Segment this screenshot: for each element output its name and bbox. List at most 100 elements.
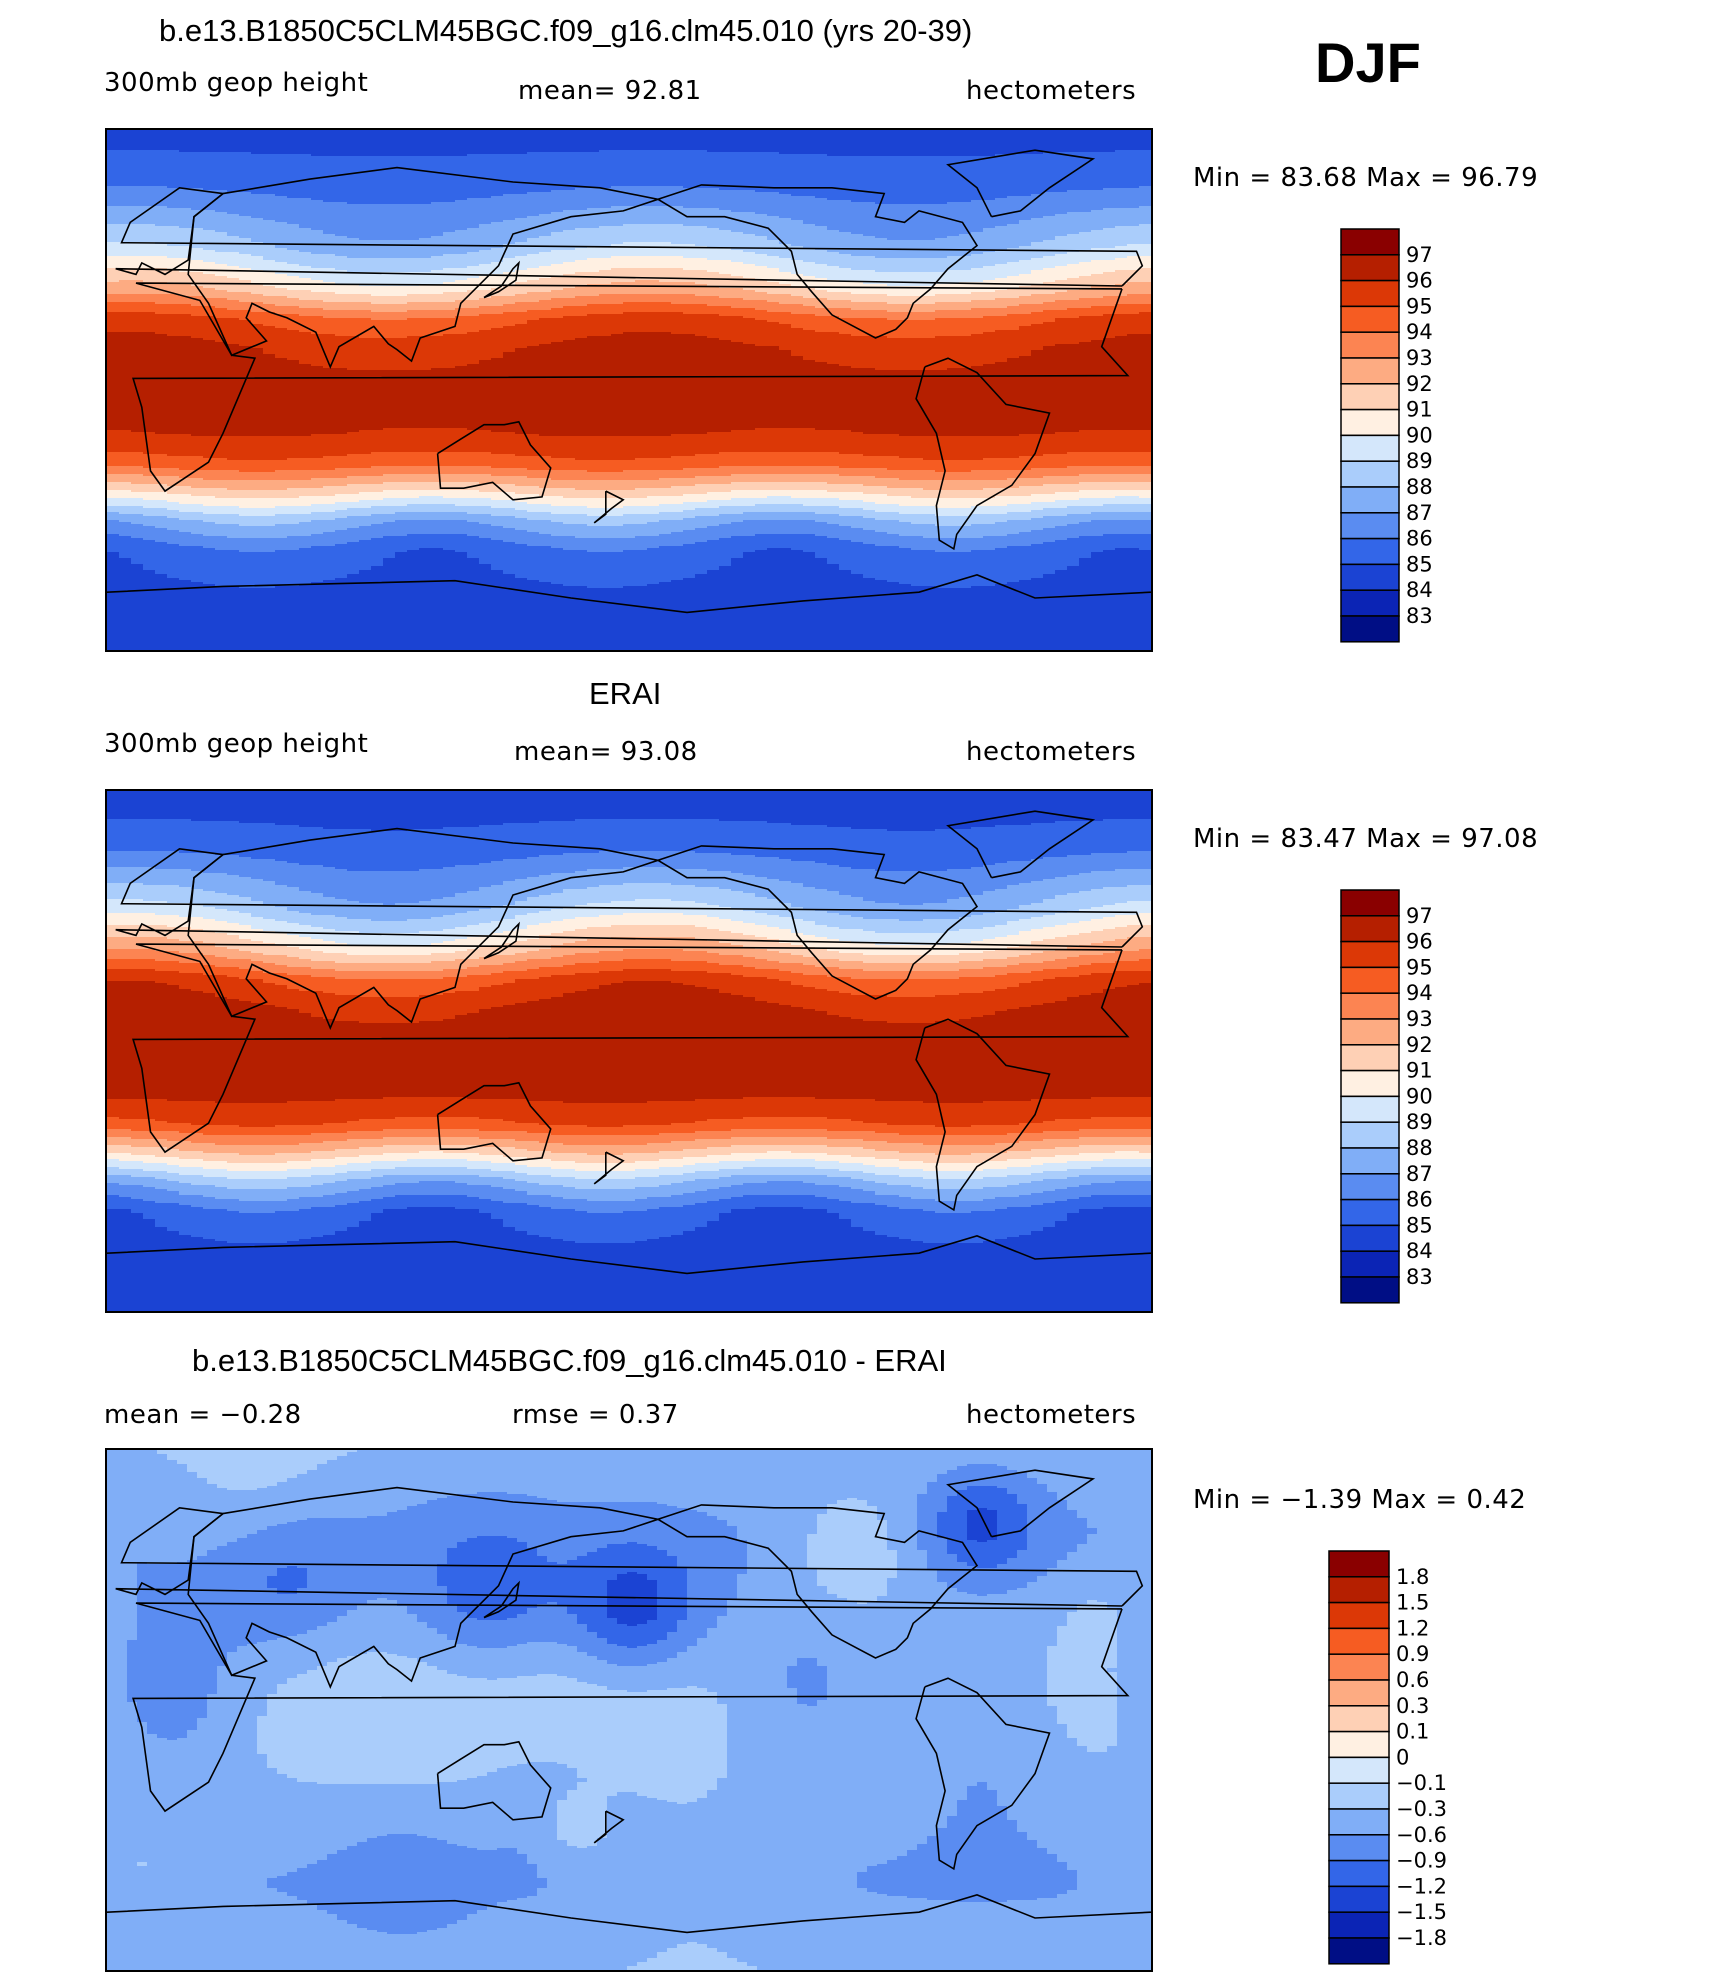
colorbar-swatch bbox=[1341, 1122, 1399, 1148]
colorbar-swatch bbox=[1341, 281, 1399, 307]
colorbar-level-label: 94 bbox=[1406, 320, 1433, 344]
panel-1-units-label: hectometers bbox=[966, 76, 1136, 106]
panel-1-variable-label: 300mb geop height bbox=[104, 68, 368, 98]
colorbar-swatch bbox=[1341, 1174, 1399, 1200]
colorbar-swatch bbox=[1329, 1938, 1389, 1964]
contour-bands bbox=[107, 130, 1151, 650]
colorbar-swatch bbox=[1341, 616, 1399, 642]
colorbar-swatch bbox=[1329, 1912, 1389, 1938]
colorbar-level-label: 90 bbox=[1406, 1084, 1433, 1108]
colorbar-swatch bbox=[1329, 1551, 1389, 1577]
colorbar-level-label: 0.3 bbox=[1396, 1694, 1429, 1718]
panel-1-mean-label: mean= 92.81 bbox=[518, 76, 702, 106]
colorbar-level-label: 95 bbox=[1406, 955, 1433, 979]
colorbar-swatch bbox=[1329, 1654, 1389, 1680]
colorbar-swatch bbox=[1341, 1071, 1399, 1097]
colorbar-level-label: 97 bbox=[1406, 904, 1433, 928]
colorbar-level-label: −0.1 bbox=[1396, 1771, 1447, 1795]
colorbar-swatch bbox=[1341, 1096, 1399, 1122]
colorbar-swatch bbox=[1341, 1019, 1399, 1045]
panel-1-contour-field bbox=[107, 130, 1151, 650]
panel-3-minmax: Min = −1.39 Max = 0.42 bbox=[1193, 1485, 1526, 1515]
colorbar-level-label: 87 bbox=[1406, 501, 1433, 525]
colorbar-swatch bbox=[1341, 461, 1399, 487]
colorbar-level-label: 89 bbox=[1406, 449, 1433, 473]
colorbar-level-label: 0.1 bbox=[1396, 1720, 1429, 1744]
colorbar-swatch bbox=[1341, 564, 1399, 590]
colorbar-level-label: 93 bbox=[1406, 1007, 1433, 1031]
colorbar-swatch bbox=[1329, 1757, 1389, 1783]
panel-2-mean-label: mean= 93.08 bbox=[514, 737, 698, 767]
panel-2-map bbox=[105, 789, 1153, 1313]
colorbar-swatch bbox=[1329, 1603, 1389, 1629]
colorbar-swatch bbox=[1329, 1835, 1389, 1861]
colorbar-level-label: 85 bbox=[1406, 552, 1433, 576]
colorbar-level-label: 97 bbox=[1406, 243, 1433, 267]
colorbar-swatch bbox=[1329, 1577, 1389, 1603]
contour-bands bbox=[107, 791, 1151, 1311]
panel-2-units-label: hectometers bbox=[966, 737, 1136, 767]
colorbar-swatch bbox=[1341, 1225, 1399, 1251]
colorbar-swatch bbox=[1329, 1732, 1389, 1758]
colorbar-level-label: 92 bbox=[1406, 1033, 1433, 1057]
panel-3-units-label: hectometers bbox=[966, 1400, 1136, 1430]
panel-1-title: b.e13.B1850C5CLM45BGC.f09_g16.clm45.010 … bbox=[159, 13, 972, 49]
colorbar-swatch bbox=[1341, 890, 1399, 916]
colorbar-swatch bbox=[1341, 942, 1399, 968]
panel-1-map bbox=[105, 128, 1153, 652]
colorbar-level-label: 93 bbox=[1406, 346, 1433, 370]
colorbar-level-label: 87 bbox=[1406, 1162, 1433, 1186]
colorbar-level-label: −0.9 bbox=[1396, 1849, 1447, 1873]
colorbar-swatch bbox=[1341, 1045, 1399, 1071]
colorbar-level-label: 88 bbox=[1406, 1136, 1433, 1160]
colorbar-swatch bbox=[1341, 435, 1399, 461]
colorbar-level-label: 91 bbox=[1406, 398, 1433, 422]
colorbar-level-label: 1.2 bbox=[1396, 1616, 1429, 1640]
colorbar-swatch bbox=[1341, 539, 1399, 565]
colorbar-level-label: 0.6 bbox=[1396, 1668, 1429, 1692]
colorbar-level-label: 96 bbox=[1406, 930, 1433, 954]
panel-1-minmax: Min = 83.68 Max = 96.79 bbox=[1193, 163, 1538, 193]
colorbar-swatch bbox=[1341, 306, 1399, 332]
colorbar-level-label: 84 bbox=[1406, 1239, 1433, 1263]
colorbar-swatch bbox=[1341, 255, 1399, 281]
colorbar-swatch bbox=[1341, 358, 1399, 384]
panel-3-mean-label: mean = −0.28 bbox=[104, 1400, 302, 1430]
colorbar-swatch bbox=[1329, 1628, 1389, 1654]
colorbar-level-label: 84 bbox=[1406, 578, 1433, 602]
colorbar-swatch bbox=[1341, 590, 1399, 616]
panel-3-title: b.e13.B1850C5CLM45BGC.f09_g16.clm45.010 … bbox=[192, 1343, 947, 1379]
colorbar-swatch bbox=[1341, 993, 1399, 1019]
colorbar-level-label: 83 bbox=[1406, 1265, 1433, 1289]
colorbar-swatch bbox=[1329, 1809, 1389, 1835]
colorbar-level-label: 96 bbox=[1406, 269, 1433, 293]
panel-2-variable-label: 300mb geop height bbox=[104, 729, 368, 759]
colorbar-level-label: 95 bbox=[1406, 294, 1433, 318]
colorbar-swatch bbox=[1329, 1783, 1389, 1809]
colorbar-level-label: −0.3 bbox=[1396, 1797, 1447, 1821]
panel-3-map bbox=[105, 1448, 1153, 1972]
panel-3-contour-field bbox=[107, 1450, 1151, 1970]
colorbar-swatch bbox=[1341, 916, 1399, 942]
colorbar-level-label: 0 bbox=[1396, 1745, 1409, 1769]
colorbar-swatch bbox=[1341, 967, 1399, 993]
colorbar-level-label: 1.5 bbox=[1396, 1591, 1429, 1615]
colorbar-swatch bbox=[1341, 384, 1399, 410]
colorbar-swatch bbox=[1341, 1200, 1399, 1226]
colorbar-level-label: 85 bbox=[1406, 1213, 1433, 1237]
colorbar-swatch bbox=[1329, 1861, 1389, 1887]
panel-3-rmse-label: rmse = 0.37 bbox=[512, 1400, 679, 1430]
colorbar-swatch bbox=[1341, 410, 1399, 436]
colorbar-level-label: 90 bbox=[1406, 423, 1433, 447]
colorbar-swatch bbox=[1341, 332, 1399, 358]
colorbar-level-label: −1.5 bbox=[1396, 1900, 1447, 1924]
colorbar-swatch bbox=[1341, 513, 1399, 539]
colorbar-level-label: 89 bbox=[1406, 1110, 1433, 1134]
colorbar-swatch bbox=[1329, 1680, 1389, 1706]
colorbar-level-label: −1.2 bbox=[1396, 1874, 1447, 1898]
colorbar-level-label: 92 bbox=[1406, 372, 1433, 396]
colorbar-swatch bbox=[1341, 487, 1399, 513]
panel-2-title: ERAI bbox=[589, 676, 661, 712]
